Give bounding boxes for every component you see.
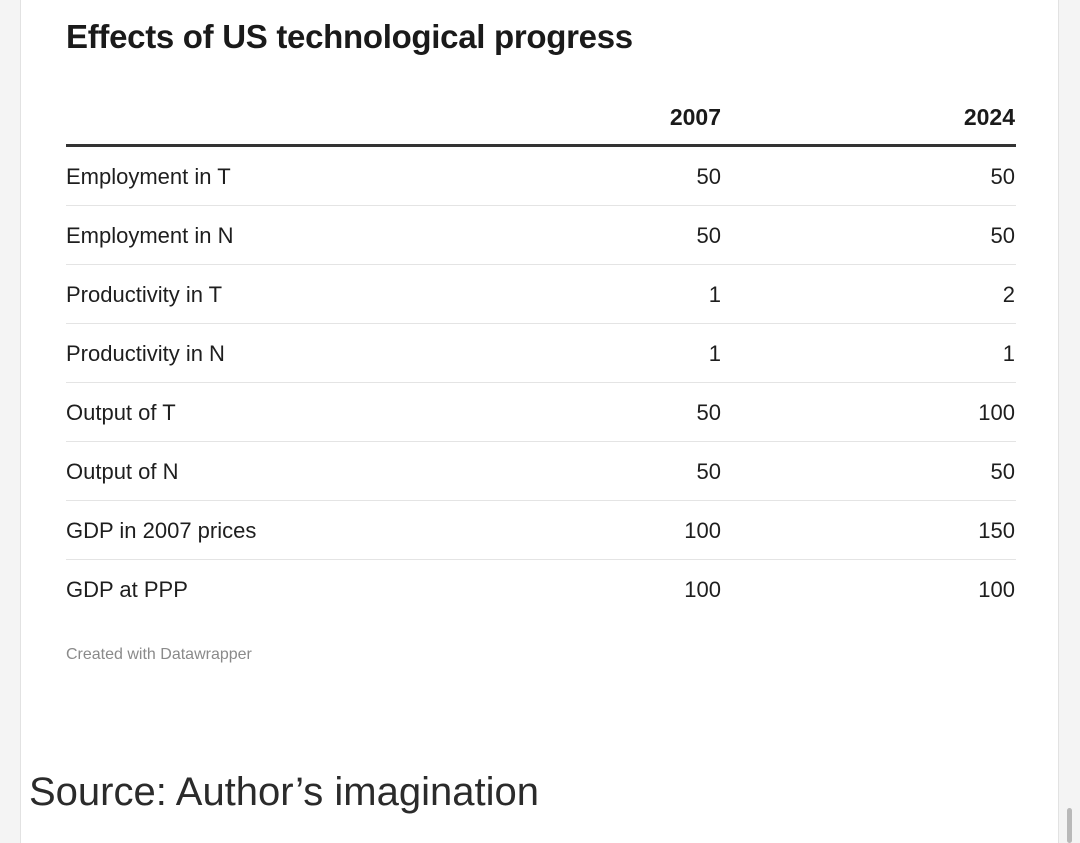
row-label: Output of N <box>66 459 179 484</box>
cell-value-2007: 100 <box>684 577 721 602</box>
table-row: Productivity in T 1 2 <box>66 265 1016 324</box>
table-row: Employment in N 50 50 <box>66 206 1016 265</box>
data-table: 2007 2024 Employment in T 50 50 Employment … <box>66 88 1016 618</box>
table-header: 2007 2024 <box>66 88 1016 147</box>
table-row: Output of T 50 100 <box>66 383 1016 442</box>
column-header-2024: 2024 <box>963 104 1015 130</box>
source-caption: Source: Author’s imagination <box>29 770 539 814</box>
row-label: Productivity in T <box>66 282 223 307</box>
column-header-2007: 2007 <box>669 104 721 130</box>
cell-value-2007: 50 <box>696 459 721 484</box>
table-row: Employment in T 50 50 <box>66 147 1016 206</box>
cell-value-2024: 100 <box>978 400 1015 425</box>
table-row: GDP in 2007 prices 100 150 <box>66 501 1016 560</box>
cell-value-2024: 50 <box>990 164 1015 189</box>
cell-value-2024: 50 <box>990 459 1015 484</box>
cell-value-2024: 150 <box>978 518 1015 543</box>
table-row: GDP at PPP 100 100 <box>66 560 1016 618</box>
cell-value-2007: 1 <box>708 282 721 307</box>
table-row: Output of N 50 50 <box>66 442 1016 501</box>
cell-value-2024: 2 <box>1002 282 1015 307</box>
cell-value-2007: 1 <box>708 341 721 366</box>
row-label: GDP in 2007 prices <box>66 518 257 543</box>
scrollbar-thumb[interactable] <box>1067 808 1072 843</box>
cell-value-2024: 50 <box>990 223 1015 248</box>
cell-value-2007: 50 <box>696 164 721 189</box>
cell-value-2007: 50 <box>696 223 721 248</box>
row-label: Productivity in N <box>66 341 225 366</box>
row-label: Employment in T <box>66 164 231 189</box>
cell-value-2024: 100 <box>978 577 1015 602</box>
cell-value-2024: 1 <box>1002 341 1015 366</box>
cell-value-2007: 100 <box>684 518 721 543</box>
cell-value-2007: 50 <box>696 400 721 425</box>
row-label: Employment in N <box>66 223 234 248</box>
row-label: GDP at PPP <box>66 577 188 602</box>
table-row: Productivity in N 1 1 <box>66 324 1016 383</box>
datawrapper-credit: Created with Datawrapper <box>66 646 252 663</box>
row-label: Output of T <box>66 400 176 425</box>
article-card: Effects of US technological progress 200… <box>20 0 1059 843</box>
chart-title: Effects of US technological progress <box>66 18 633 55</box>
table-body: Employment in T 50 50 Employment in N 50 50 Pr… <box>66 147 1016 618</box>
